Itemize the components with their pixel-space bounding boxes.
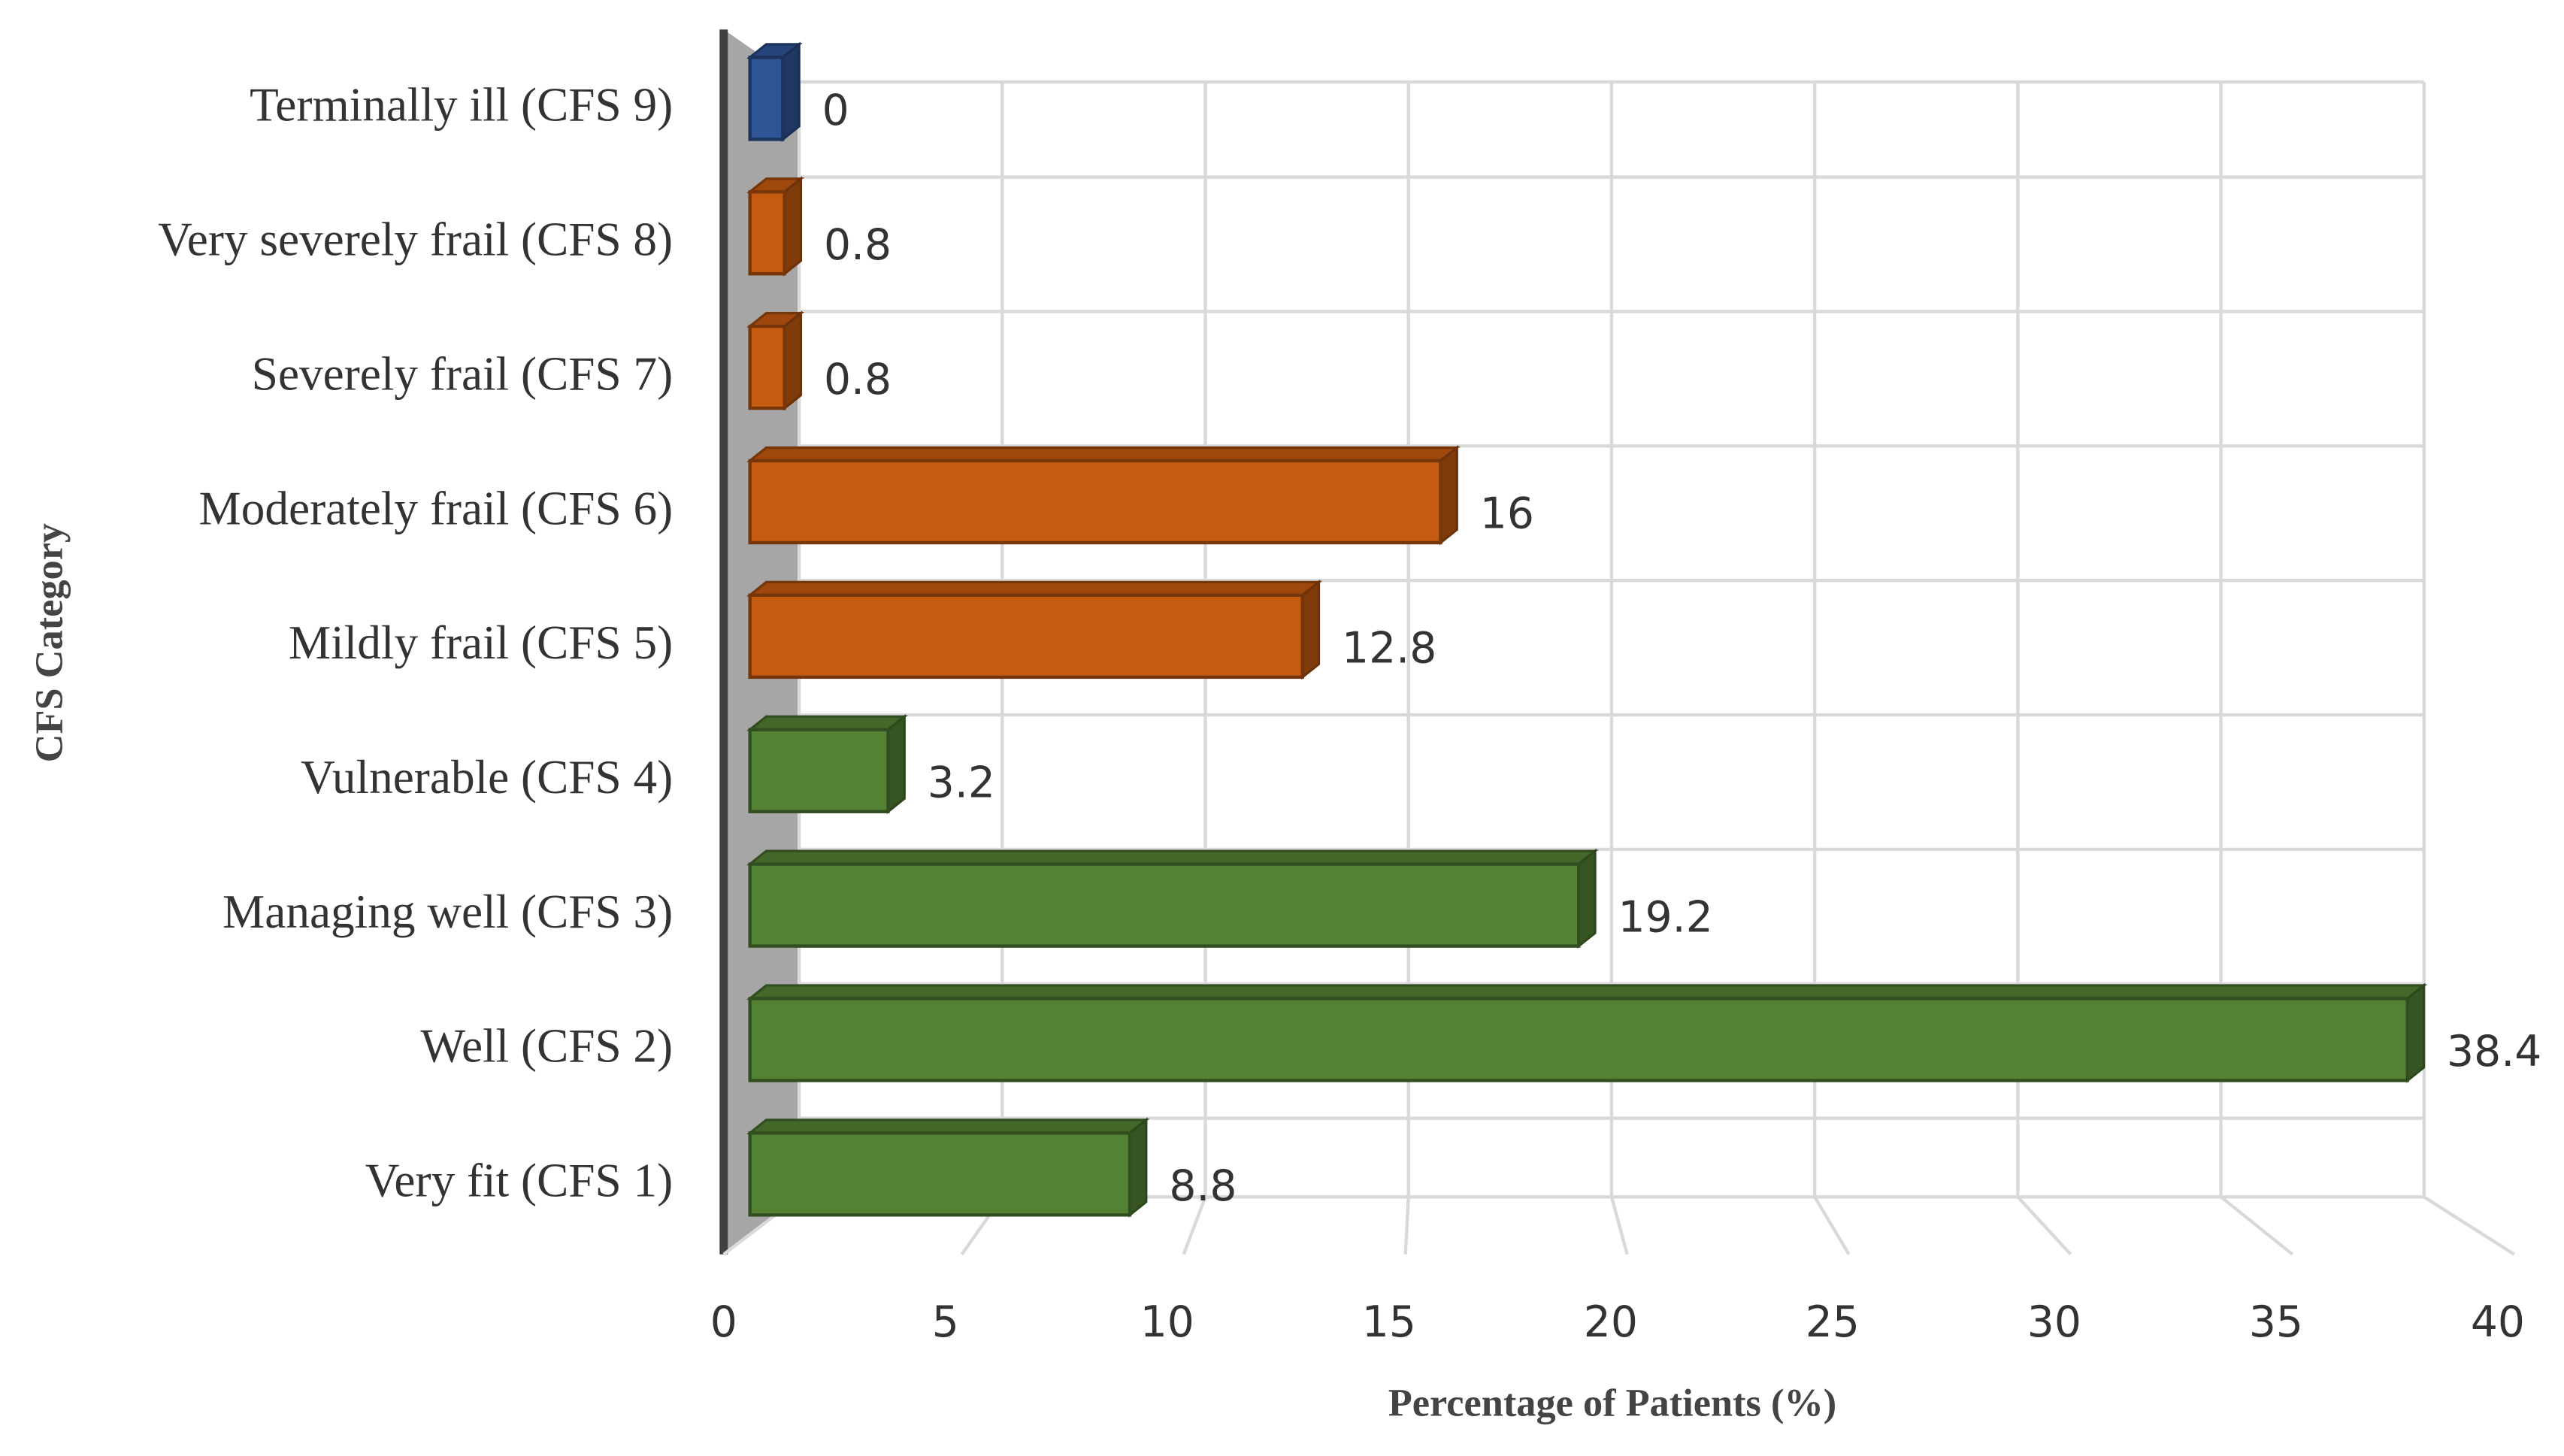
bar bbox=[746, 579, 1323, 680]
bar-side bbox=[783, 176, 803, 277]
bar bbox=[746, 848, 1599, 949]
value-label: 8.8 bbox=[1169, 1161, 1237, 1211]
x-tick-label: 5 bbox=[932, 1297, 959, 1347]
floor-line bbox=[1403, 1197, 1410, 1255]
bar-front bbox=[748, 190, 786, 276]
y-tick-label: Terminally ill (CFS 9) bbox=[250, 79, 673, 132]
bar-top bbox=[746, 715, 908, 731]
value-label: 12.8 bbox=[1342, 624, 1436, 674]
bar-side bbox=[886, 713, 906, 815]
x-tick-label: 35 bbox=[2249, 1297, 2303, 1347]
bar bbox=[746, 445, 1461, 546]
bar bbox=[746, 1117, 1150, 1218]
bar-side bbox=[1439, 445, 1458, 546]
bar-front bbox=[748, 1131, 1132, 1217]
bar-top bbox=[746, 1118, 1150, 1134]
y-tick-label: Vulnerable (CFS 4) bbox=[301, 751, 673, 804]
bar-side bbox=[1128, 1117, 1148, 1218]
y-tick-label: Mildly frail (CFS 5) bbox=[289, 616, 673, 669]
y-tick-label: Very severely frail (CFS 8) bbox=[158, 213, 673, 266]
x-tick-label: 40 bbox=[2471, 1297, 2525, 1347]
y-tick-label: Severely frail (CFS 7) bbox=[252, 347, 673, 400]
floor-line bbox=[1609, 1196, 1629, 1255]
value-label: 0 bbox=[822, 86, 849, 135]
y-tick-label: Managing well (CFS 3) bbox=[222, 885, 673, 938]
value-label: 3.2 bbox=[928, 758, 995, 807]
x-tick-label: 30 bbox=[2027, 1297, 2081, 1347]
bar-front bbox=[748, 56, 785, 141]
bar bbox=[746, 982, 2428, 1083]
floor-line bbox=[2423, 1195, 2515, 1256]
bar-side bbox=[2406, 982, 2426, 1083]
x-tick-label: 15 bbox=[1362, 1297, 1416, 1347]
bar-front bbox=[748, 728, 890, 813]
y-tick-label: Well (CFS 2) bbox=[420, 1020, 673, 1073]
floor-line bbox=[2016, 1195, 2072, 1256]
bar bbox=[746, 41, 803, 142]
x-tick-label: 25 bbox=[1806, 1297, 1860, 1347]
bar-side bbox=[783, 310, 803, 411]
bar-top bbox=[746, 849, 1599, 866]
bar bbox=[746, 176, 805, 277]
value-label: 19.2 bbox=[1618, 892, 1713, 942]
bar-front bbox=[748, 862, 1581, 948]
bar bbox=[746, 310, 805, 411]
bar-top bbox=[746, 984, 2428, 1000]
bar-side bbox=[781, 41, 801, 142]
bar-side bbox=[1577, 848, 1597, 949]
bar bbox=[746, 713, 908, 815]
y-axis-title: CFS Category bbox=[28, 523, 71, 762]
bar-front bbox=[748, 324, 786, 410]
bar-top bbox=[746, 580, 1323, 597]
bar-side bbox=[1301, 579, 1321, 680]
y-tick-label: Moderately frail (CFS 6) bbox=[199, 482, 674, 534]
x-tick-label: 0 bbox=[710, 1297, 737, 1347]
value-label: 16 bbox=[1480, 489, 1534, 539]
bar-front bbox=[748, 459, 1442, 545]
y-tick-label: Very fit (CFS 1) bbox=[365, 1155, 673, 1207]
bar-front bbox=[748, 997, 2409, 1082]
bar-top bbox=[746, 446, 1461, 462]
x-tick-label: 20 bbox=[1584, 1297, 1638, 1347]
x-axis-title: Percentage of Patients (%) bbox=[1388, 1382, 1836, 1425]
x-tick-label: 10 bbox=[1140, 1297, 1194, 1347]
bar-front bbox=[748, 593, 1304, 680]
floor-line bbox=[1182, 1196, 1207, 1255]
floor-line bbox=[1813, 1196, 1851, 1255]
value-label: 0.8 bbox=[824, 355, 891, 404]
value-label: 0.8 bbox=[824, 220, 891, 270]
floor-line bbox=[2220, 1195, 2294, 1256]
value-label: 38.4 bbox=[2447, 1027, 2541, 1076]
